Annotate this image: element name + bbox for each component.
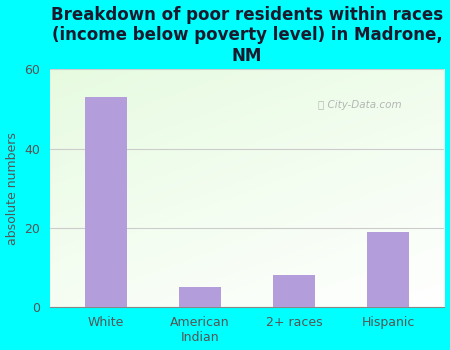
Bar <box>85 97 127 307</box>
Y-axis label: absolute numbers: absolute numbers <box>5 132 18 245</box>
Bar <box>273 275 315 307</box>
Bar <box>367 232 409 307</box>
Title: Breakdown of poor residents within races
(income below poverty level) in Madrone: Breakdown of poor residents within races… <box>51 6 443 65</box>
Text: ⓘ City-Data.com: ⓘ City-Data.com <box>318 100 402 110</box>
Bar <box>179 287 221 307</box>
